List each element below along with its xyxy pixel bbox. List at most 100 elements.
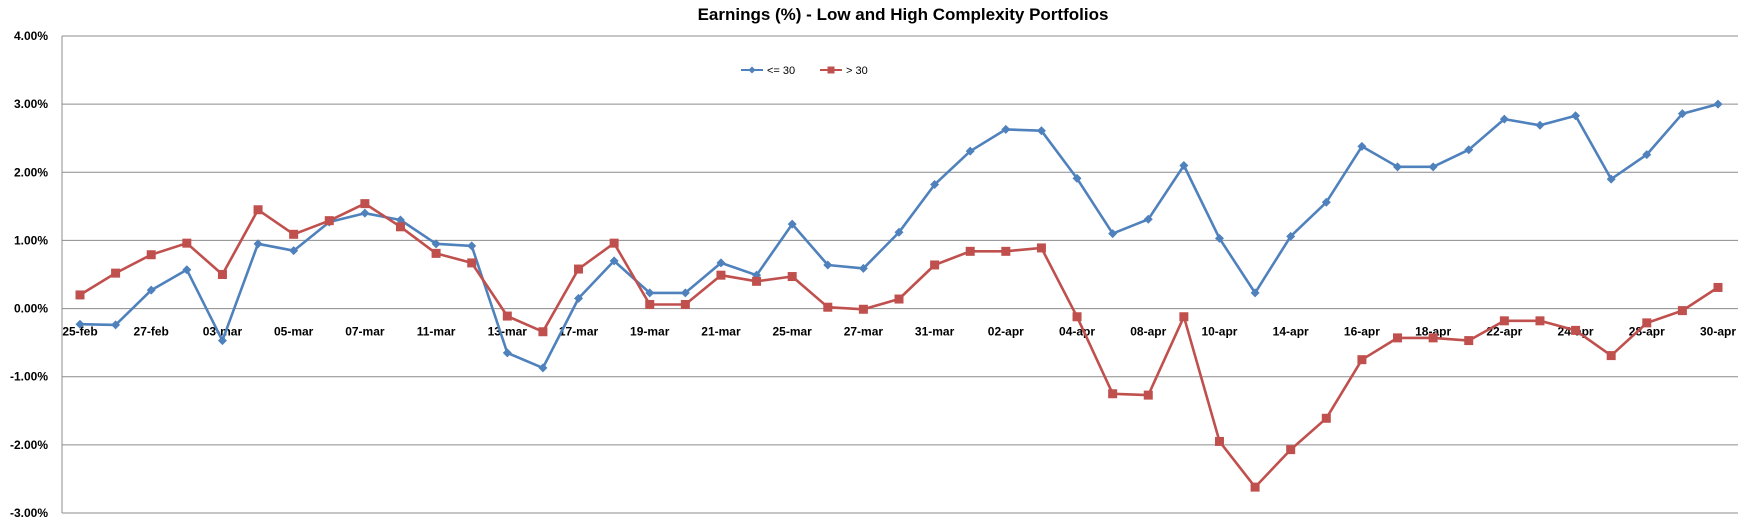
data-point — [1357, 141, 1367, 151]
data-point — [467, 241, 477, 251]
data-point — [1571, 325, 1581, 335]
legend: <= 30 > 30 — [741, 65, 868, 77]
x-tick-label: 25-mar — [772, 325, 812, 339]
data-point — [360, 199, 370, 209]
series-high — [75, 199, 1723, 492]
legend-label-low: <= 30 — [767, 65, 795, 77]
x-tick-label: 16-apr — [1344, 325, 1380, 339]
data-point — [182, 238, 192, 248]
data-point — [858, 263, 868, 273]
x-tick-label: 04-apr — [1059, 325, 1095, 339]
x-tick-label: 10-apr — [1201, 325, 1237, 339]
series-lines — [75, 99, 1723, 492]
data-point — [609, 238, 619, 248]
data-point — [1428, 162, 1438, 172]
data-point — [1428, 333, 1438, 343]
x-tick-label: 21-mar — [701, 325, 741, 339]
data-point — [1571, 111, 1581, 121]
data-point — [1286, 231, 1296, 241]
data-point — [324, 216, 334, 226]
data-point — [1179, 312, 1189, 322]
data-point — [111, 268, 121, 278]
data-point — [146, 285, 156, 295]
data-point — [680, 288, 690, 298]
data-point — [1072, 173, 1082, 183]
x-tick-label: 27-feb — [134, 325, 169, 339]
data-point — [467, 258, 477, 268]
data-point — [609, 256, 619, 266]
data-point — [1036, 126, 1046, 136]
data-point — [146, 250, 156, 260]
legend-label-high: > 30 — [846, 65, 868, 77]
data-point — [823, 260, 833, 270]
data-point — [1677, 109, 1687, 119]
data-point — [787, 219, 797, 229]
data-point — [1036, 243, 1046, 253]
x-tick-label: 18-apr — [1415, 325, 1451, 339]
data-point — [75, 290, 85, 300]
x-tick-label: 08-apr — [1130, 325, 1166, 339]
data-point — [395, 215, 405, 225]
y-tick-label: 1.00% — [14, 233, 48, 247]
x-tick-label: 17-mar — [559, 325, 599, 339]
data-point — [182, 265, 192, 275]
data-point — [930, 180, 940, 190]
x-tick-label: 31-mar — [915, 325, 955, 339]
legend-marker-high — [827, 66, 835, 74]
y-tick-label: 3.00% — [14, 97, 48, 111]
data-point — [1642, 150, 1652, 160]
x-tick-label: 02-apr — [988, 325, 1024, 339]
data-point — [894, 294, 904, 304]
x-axis-ticks: 25-feb 27-feb 03-mar 05-mar 07-mar 11-mar 13-m… — [62, 325, 1736, 339]
data-point — [502, 311, 512, 321]
data-point — [253, 205, 263, 215]
data-point — [645, 288, 655, 298]
data-point — [894, 227, 904, 237]
data-point — [1535, 120, 1545, 130]
data-point — [1286, 445, 1296, 455]
data-point — [1713, 99, 1723, 109]
data-point — [502, 348, 512, 358]
data-point — [217, 270, 227, 279]
data-point — [787, 272, 797, 282]
data-point — [431, 239, 441, 249]
x-tick-label: 27-mar — [844, 325, 884, 339]
x-tick-label: 30-apr — [1700, 325, 1736, 339]
data-point — [1321, 413, 1331, 423]
data-point — [1393, 333, 1403, 343]
data-point — [1250, 288, 1260, 298]
x-tick-label: 03-mar — [203, 325, 243, 339]
data-point — [1677, 306, 1687, 316]
data-point — [1357, 355, 1367, 365]
data-point — [1464, 336, 1474, 346]
x-tick-label: 11-mar — [417, 325, 456, 339]
data-point — [1108, 389, 1118, 399]
data-point — [1606, 351, 1616, 361]
data-point — [253, 239, 263, 249]
data-point — [965, 146, 975, 156]
data-point — [858, 304, 868, 314]
data-point — [716, 258, 726, 268]
data-point — [1713, 282, 1723, 292]
legend-item-low: <= 30 — [741, 65, 795, 77]
data-point — [1250, 482, 1260, 492]
data-point — [538, 363, 548, 373]
data-point — [680, 299, 690, 309]
data-point — [75, 319, 85, 329]
x-tick-label: 19-mar — [630, 325, 670, 339]
data-point — [716, 270, 726, 280]
data-point — [1143, 390, 1153, 400]
data-point — [645, 299, 655, 309]
data-point — [1001, 124, 1011, 134]
y-tick-label: 4.00% — [14, 29, 48, 43]
legend-item-high: > 30 — [820, 65, 868, 77]
x-tick-label: 28-apr — [1629, 325, 1665, 339]
data-point — [752, 276, 762, 286]
x-tick-label: 22-apr — [1486, 325, 1522, 339]
data-point — [289, 246, 299, 256]
data-point — [395, 222, 405, 232]
data-point — [1393, 162, 1403, 172]
data-point — [823, 302, 833, 312]
data-point — [1001, 246, 1011, 256]
